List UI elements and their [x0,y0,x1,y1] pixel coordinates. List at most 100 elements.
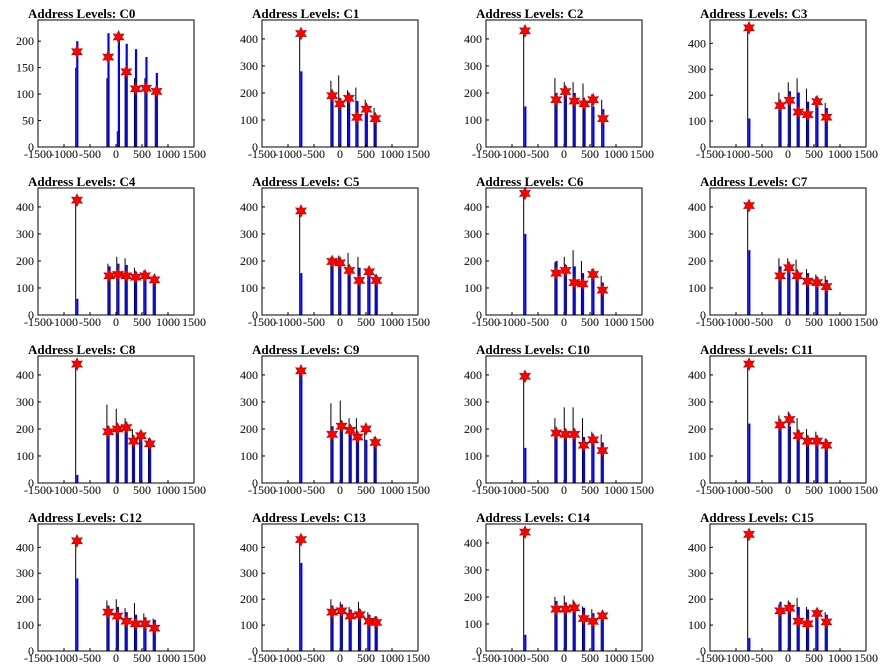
peak-marker [550,426,563,440]
y-tick-label: 100 [240,113,258,127]
y-tick-label: 300 [240,227,258,241]
y-tick-label: 400 [16,368,34,382]
y-tick-label: 400 [464,32,482,46]
x-tick-label: 1000 [604,483,628,497]
peak-marker [129,81,142,96]
peak-marker [774,417,787,432]
x-tick-label: -1000 [274,147,302,161]
peak-marker [71,533,83,548]
x-tick-label: -1500 [24,483,52,497]
y-tick-label: 0 [700,308,706,322]
x-tick-label: 0 [337,483,343,497]
bar-blue [573,437,576,483]
chart-svg: 0 100 200 300 400 -1500-1000 -500 0 500 1000 1500 [240,187,430,329]
y-tick-label: 300 [240,395,258,409]
peak-marker [743,357,755,372]
y-tick-label: 100 [240,449,258,463]
peak-marker [743,527,755,542]
peak-marker [369,111,382,126]
x-tick-label: 1000 [828,483,852,497]
bar-blue [788,426,791,483]
bar-blue [524,106,527,147]
chart-svg: 0 100 200 300 400 -1500-1000 -500 0 500 1000 1500 [240,355,430,497]
chart-title: Address Levels: C3 [700,6,808,21]
x-tick-label: 0 [561,651,567,665]
y-tick-label: 300 [16,227,34,241]
chart-title: Address Levels: C14 [476,510,590,525]
x-tick-label: -1000 [50,651,78,665]
x-tick-label: 0 [113,483,119,497]
chart-panel: Address Levels: C13 0 100 200 300 400 -1500 -10… [224,504,448,672]
y-tick-label: 200 [688,592,706,606]
chart-panel: Address Levels: C1 0 100 200 300 400 -1500 -100… [224,0,448,168]
chart-svg: 0 100 200 300 400 -1500-1000 -500 0 500 1000 1500 [240,19,430,161]
y-tick-label: 300 [240,59,258,73]
peak-marker [801,434,814,449]
bar-blue [76,578,79,651]
x-tick-label: 1500 [406,315,430,329]
x-tick-label: 500 [133,483,151,497]
peak-marker [596,608,609,623]
peak-marker [112,267,125,282]
bar-blue [582,607,586,651]
peak-marker [140,81,153,96]
bar-blue [125,612,128,651]
x-tick-label: 0 [561,147,567,161]
chart-title: Address Levels: C1 [252,6,360,21]
chart-panel: Address Levels: C6 0 100 200 300 400 -1500 -100… [448,168,672,336]
x-tick-label: 500 [357,651,375,665]
y-tick-label: 0 [476,644,482,658]
y-tick-label: 100 [16,449,34,463]
bar-blue [140,439,143,483]
x-tick-label: 500 [133,147,151,161]
chart-svg: 0 100 200 300 400 -1500-1000 -500 0 500 1000 1500 [464,355,654,497]
bar-blue [134,271,138,315]
peak-marker [139,616,152,631]
x-tick-label: -1000 [498,147,526,161]
x-tick-label: -1500 [248,147,276,161]
x-tick-label: 1500 [630,315,654,329]
y-tick-label: 200 [688,88,706,102]
bar-blue [331,605,334,651]
x-tick-label: -500 [527,147,549,161]
peak-marker [71,193,83,208]
bar-blue [358,267,361,315]
x-tick-label: -1000 [50,147,78,161]
bar-blue [779,601,782,651]
peak-marker [148,272,161,287]
chart-panel: Address Levels: C3 0 100 200 300 400 -1500 -100… [672,0,896,168]
bar-blue [125,431,128,483]
x-tick-label: -500 [303,483,325,497]
peak-marker [597,111,609,126]
bar-blue [300,374,303,483]
bar-blue [806,437,810,483]
x-tick-label: 1000 [156,483,180,497]
x-tick-label: -1000 [498,315,526,329]
x-tick-label: 1000 [828,651,852,665]
y-tick-label: 0 [700,140,706,154]
y-tick-label: 400 [688,200,706,214]
bar-blue [748,638,751,651]
bar-blue [555,601,558,651]
x-tick-label: 1500 [630,483,654,497]
bar-blue [825,108,828,147]
y-tick-label: 0 [700,476,706,490]
y-tick-label: 200 [16,254,34,268]
x-tick-label: 1500 [182,483,206,497]
bar-blue [524,233,527,315]
x-tick-label: 500 [805,147,823,161]
peak-marker [71,44,83,59]
bar-blue [601,442,604,483]
bar-blue [107,605,110,651]
chart-svg: 0 100 200 300 400 -1500-1000 -500 0 500 1000 1500 [16,523,206,665]
peak-marker [774,603,787,618]
peak-marker [71,357,83,372]
peak-marker [129,616,142,631]
x-tick-label: -1000 [498,651,526,665]
y-tick-label: 100 [464,449,482,463]
bar-blue [116,428,119,483]
peak-marker [568,94,581,108]
chart-svg: 0 100 200 300 400 -1500-1000 -500 0 500 1000 1500 [240,523,430,665]
chart-panel: Address Levels: C11 0 100 200 300 400 -1500 -10… [672,336,896,504]
x-tick-label: -500 [303,315,325,329]
